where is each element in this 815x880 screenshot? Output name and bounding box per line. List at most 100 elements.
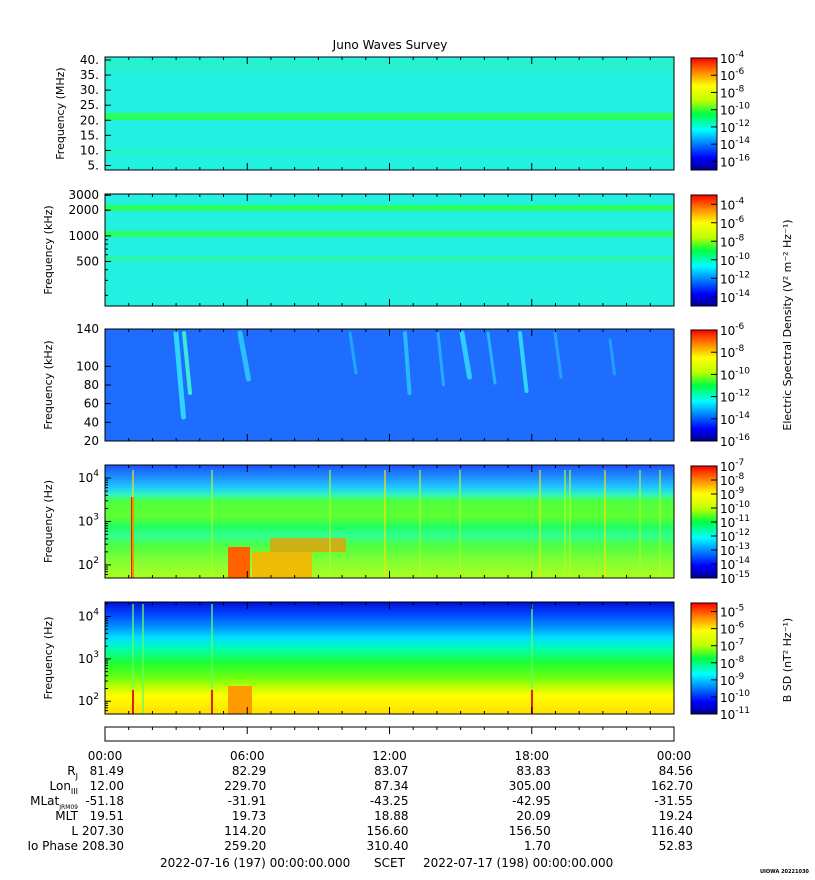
- emission-streak: [436, 331, 445, 387]
- panel-2-band-2000khz: [105, 205, 674, 211]
- panel-4-background: [105, 465, 674, 578]
- time-tick-label: 00:00: [88, 749, 123, 763]
- panel-5-burst: [228, 686, 252, 714]
- y-axis-label: Frequency (MHz): [54, 67, 67, 159]
- panel-5-vertical-spikes: [132, 604, 533, 714]
- ephemeris-value: 156.50: [509, 824, 551, 838]
- ephemeris-value: 83.07: [374, 764, 408, 778]
- y-tick-label: 102: [78, 556, 99, 572]
- y-tick-label: 20.: [80, 113, 99, 127]
- panel-4-emission-line: [270, 538, 346, 552]
- ephemeris-value: 84.56: [659, 764, 693, 778]
- emission-streak: [486, 331, 497, 385]
- colorbar-frame: [690, 57, 718, 171]
- panel-4-bright-burst-a: [228, 547, 250, 578]
- y-tick-label: 40: [84, 415, 99, 429]
- ephemeris-value: -51.18: [85, 794, 124, 808]
- colorbar: [691, 195, 717, 306]
- colorbar: [691, 603, 717, 714]
- colorbar-tick-label: 10-10: [720, 252, 750, 268]
- y-axis-label: Frequency (kHz): [42, 340, 55, 429]
- emission-streak: [348, 331, 358, 375]
- y-tick-label: 140: [76, 322, 99, 336]
- y-tick-label: 100: [76, 359, 99, 373]
- panel-4-spectrogram: [104, 464, 675, 579]
- colorbar-tick-label: 10-10: [720, 366, 750, 382]
- ephemeris-value: 20.09: [516, 809, 550, 823]
- colorbar-tick-label: 10-14: [720, 556, 750, 572]
- ephemeris-value: 19.51: [90, 809, 124, 823]
- ephemeris-value: 310.40: [367, 839, 409, 853]
- colorbar-tick-label: 10-16: [720, 153, 750, 169]
- emission-streak: [182, 331, 192, 395]
- panel-2-background: [105, 194, 674, 306]
- ephemeris-value: -31.91: [228, 794, 267, 808]
- colorbar-tick-label: 10-4: [720, 196, 745, 212]
- panel-4-vertical-spikes: [132, 470, 661, 578]
- colorbar-tick-label: 10-8: [720, 84, 745, 100]
- ephemeris-label: L: [71, 824, 78, 838]
- colorbar-tick-label: 10-4: [720, 50, 745, 66]
- y-tick-label: 35.: [80, 68, 99, 82]
- ephemeris-value: 259.20: [224, 839, 266, 853]
- ephemeris-value: 1.70: [524, 839, 551, 853]
- ephemeris-value: 156.60: [367, 824, 409, 838]
- ephemeris-value: 162.70: [651, 779, 693, 793]
- time-tick-label: 06:00: [230, 749, 265, 763]
- colorbar-tick-label: 10-16: [720, 433, 750, 449]
- panel-1-spectrogram: [104, 56, 675, 171]
- colorbar-tick-label: 10-8: [720, 344, 745, 360]
- colorbar-tick-label: 10-8: [720, 655, 745, 671]
- y-axis-label: Frequency (Hz): [42, 617, 55, 700]
- ephemeris-value: 12.00: [90, 779, 124, 793]
- colorbar-frame: [690, 329, 718, 442]
- colorbar-tick-label: 10-12: [720, 270, 750, 286]
- footer-end-time: 2022-07-17 (198) 00:00:00.000: [423, 856, 613, 870]
- y-tick-label: 2000: [68, 203, 99, 217]
- colorbar-tick-label: 10-8: [720, 233, 745, 249]
- ephemeris-value: 208.30: [82, 839, 124, 853]
- y-tick-label: 1000: [68, 229, 99, 243]
- time-tick-label: 00:00: [657, 749, 692, 763]
- time-tick-label: 18:00: [514, 749, 549, 763]
- panel-1-band-lower: [105, 150, 674, 154]
- panel-5-spectrogram: [104, 601, 675, 715]
- colorbar-tick-label: 10-10: [720, 500, 750, 516]
- colorbar-tick-label: 10-12: [720, 528, 750, 544]
- colorbar-tick-label: 10-14: [720, 411, 750, 427]
- colorbar-tick-label: 10-6: [720, 322, 745, 338]
- colorbar-frame: [690, 602, 718, 715]
- colorbar: [691, 58, 717, 170]
- ephemeris-label: Io Phase: [27, 839, 78, 853]
- emission-streak: [173, 330, 186, 420]
- y-tick-label: 103: [78, 513, 99, 529]
- colorbar-tick-label: 10-6: [720, 621, 745, 637]
- colorbar-tick-label: 10-11: [720, 514, 750, 530]
- colorbar-tick-label: 10-9: [720, 486, 745, 502]
- y-tick-label: 10.: [80, 143, 99, 157]
- generated-axes: 5.10.15.20.25.30.35.40. Frequency (MHz) 10…: [27, 50, 750, 853]
- ephemeris-value: 229.70: [224, 779, 266, 793]
- colorbar: [691, 330, 717, 441]
- ephemeris-value: 207.30: [82, 824, 124, 838]
- y-tick-label: 104: [78, 608, 99, 624]
- colorbar-tick-label: 10-13: [720, 542, 750, 558]
- emission-streak: [608, 338, 616, 376]
- panel-3-spectrogram: [104, 328, 675, 442]
- ephemeris-label: MLatJRM09: [30, 794, 78, 811]
- footer-stamp: UIOWA 20221030: [760, 869, 809, 875]
- y-tick-label: 102: [78, 692, 99, 708]
- ephemeris-value: 19.73: [232, 809, 266, 823]
- colorbar-tick-label: 10-7: [720, 458, 744, 474]
- colorbar-tick-label: 10-5: [720, 604, 744, 620]
- y-tick-label: 80: [84, 378, 99, 392]
- ephemeris-value: -31.55: [654, 794, 693, 808]
- panel-3-background: [105, 329, 674, 441]
- colorbar-frame: [690, 194, 718, 307]
- ephemeris-value: 305.00: [509, 779, 551, 793]
- ephemeris-value: 19.24: [659, 809, 693, 823]
- y-tick-label: 25.: [80, 98, 99, 112]
- panel-2-spectrogram: [104, 193, 675, 307]
- panel-4-bright-burst-b: [252, 552, 312, 578]
